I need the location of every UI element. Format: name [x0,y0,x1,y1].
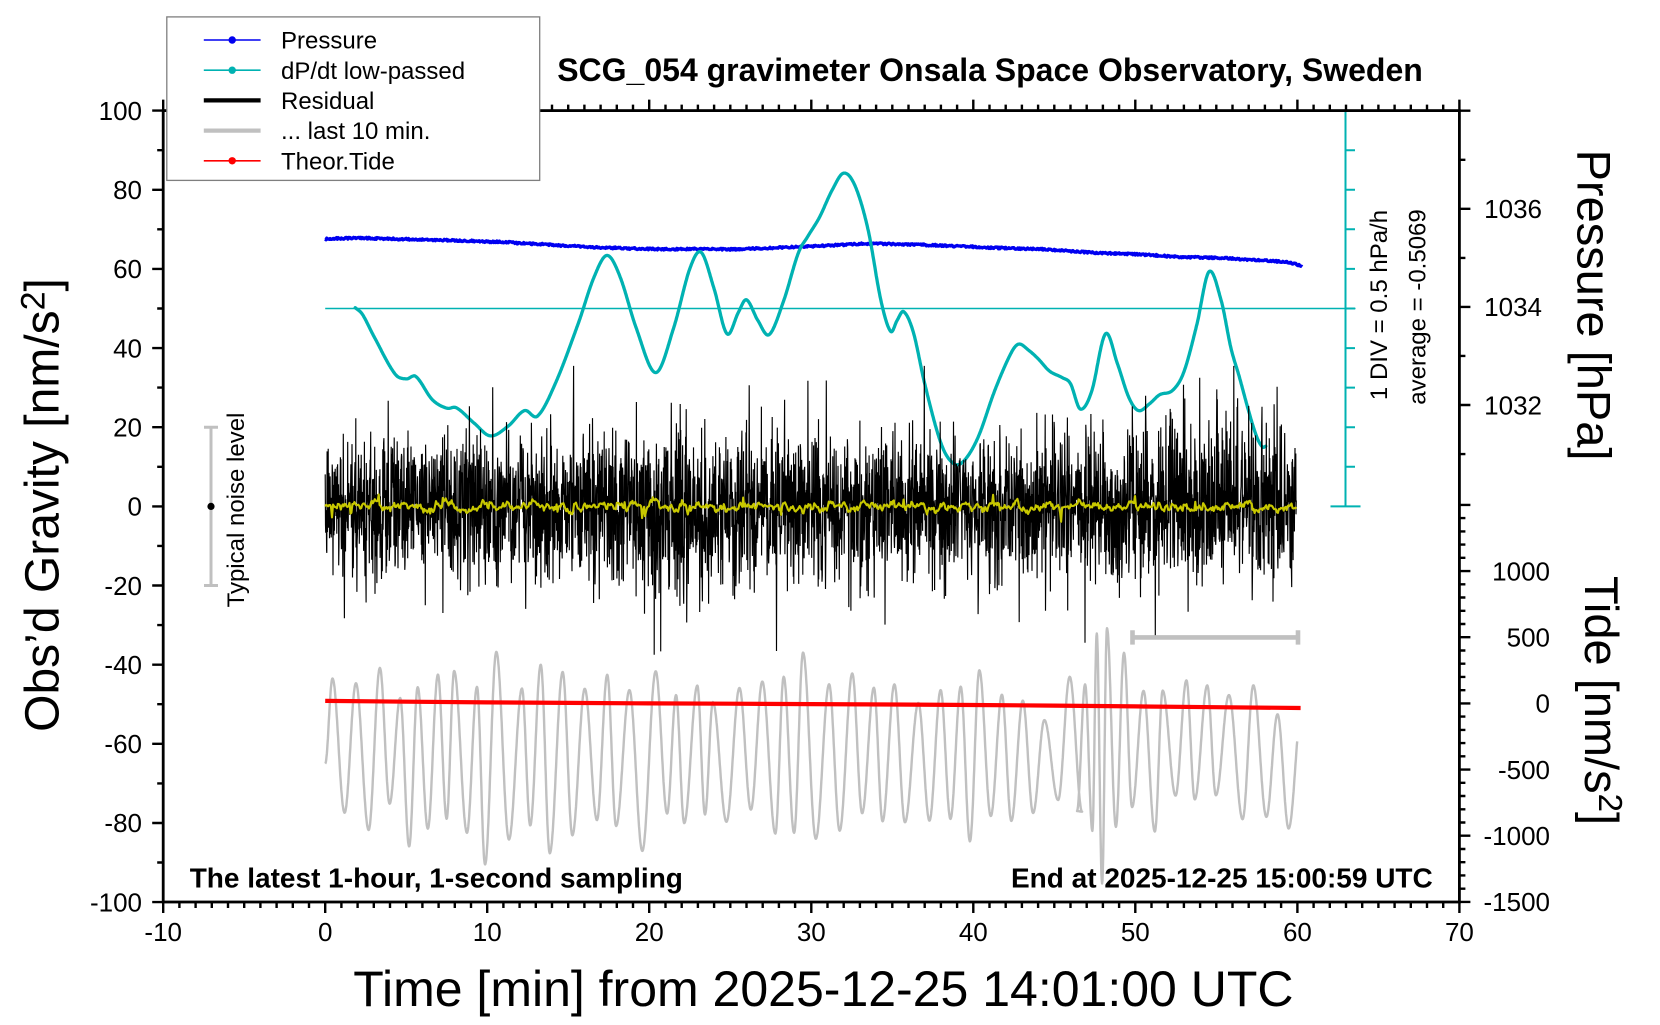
svg-text:1036: 1036 [1484,194,1542,224]
svg-text:1034: 1034 [1484,292,1542,322]
svg-text:60: 60 [1283,917,1312,947]
svg-text:20: 20 [113,413,142,443]
svg-text:End at 2025-12-25 15:00:59 UTC: End at 2025-12-25 15:00:59 UTC [1011,863,1433,894]
svg-text:60: 60 [113,254,142,284]
svg-text:10: 10 [473,917,502,947]
svg-text:50: 50 [1121,917,1150,947]
svg-text:dP/dt low-passed: dP/dt low-passed [281,58,465,85]
svg-text:Residual: Residual [281,88,374,115]
svg-text:Theor.Tide: Theor.Tide [281,148,395,175]
svg-text:-10: -10 [144,917,182,947]
svg-text:Tide [nm/s2]: Tide [nm/s2] [1575,576,1629,825]
svg-text:40: 40 [113,333,142,363]
svg-text:-500: -500 [1498,755,1550,785]
svg-text:Pressure: Pressure [281,28,377,55]
svg-text:-1500: -1500 [1484,887,1551,917]
svg-text:40: 40 [959,917,988,947]
svg-text:500: 500 [1507,623,1550,653]
svg-text:20: 20 [635,917,664,947]
svg-text:Pressure [hPa]: Pressure [hPa] [1568,150,1621,461]
svg-text:Obs’d Gravity [nm/s2]: Obs’d Gravity [nm/s2] [15,278,70,732]
svg-text:-1000: -1000 [1484,821,1551,851]
svg-text:80: 80 [113,175,142,205]
svg-text:70: 70 [1445,917,1474,947]
svg-text:-40: -40 [104,650,142,680]
svg-text:-20: -20 [104,571,142,601]
svg-text:SCG_054 gravimeter Onsala Spac: SCG_054 gravimeter Onsala Space Observat… [557,52,1423,88]
svg-text:Typical noise level: Typical noise level [223,413,250,608]
svg-text:0: 0 [1536,689,1550,719]
svg-text:0: 0 [128,492,142,522]
svg-text:-100: -100 [90,887,142,917]
svg-text:0: 0 [318,917,332,947]
svg-text:The latest 1-hour, 1-second sa: The latest 1-hour, 1-second sampling [190,863,683,894]
svg-text:Time [min] from 2025-12-25 14:: Time [min] from 2025-12-25 14:01:00 UTC [353,961,1293,1017]
svg-text:1 DIV = 0.5 hPa/h: 1 DIV = 0.5 hPa/h [1366,210,1393,400]
svg-text:average = -0.5069: average = -0.5069 [1405,209,1432,404]
svg-text:-80: -80 [104,808,142,838]
svg-text:... last 10 min.: ... last 10 min. [281,118,430,145]
svg-text:1000: 1000 [1492,556,1550,586]
svg-text:100: 100 [99,96,142,126]
svg-text:-60: -60 [104,729,142,759]
svg-text:30: 30 [797,917,826,947]
svg-text:1032: 1032 [1484,390,1542,420]
